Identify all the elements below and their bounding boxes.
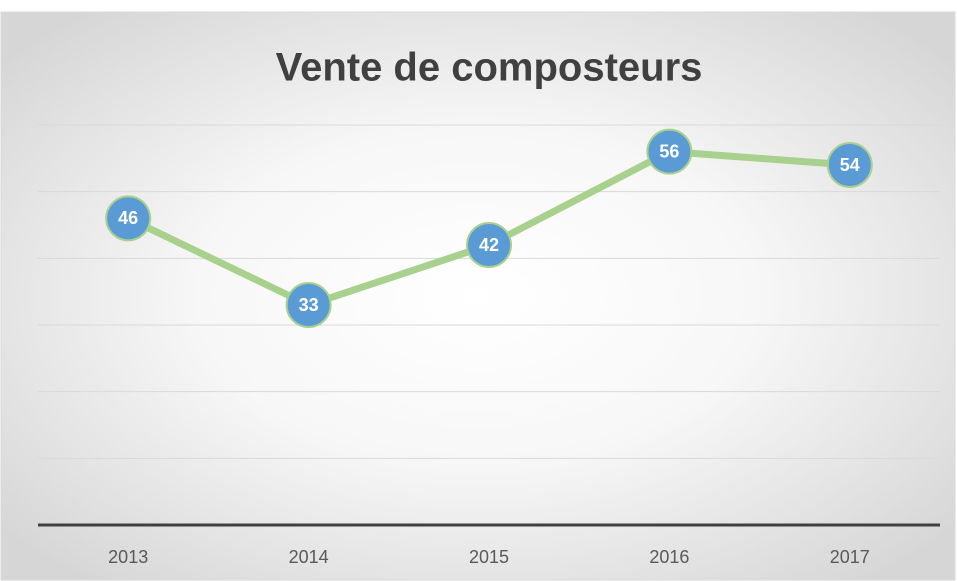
chart-title: Vente de composteurs: [276, 46, 703, 90]
marker: [285, 282, 332, 328]
chart-background: [0, 11, 956, 581]
data-label: 46: [118, 208, 138, 228]
data-label: 42: [479, 235, 499, 255]
x-tick-label: 2016: [649, 547, 689, 567]
data-label: 56: [659, 141, 679, 161]
plot: 46 33 42 56 54: [105, 128, 873, 328]
x-tick-label: 2017: [830, 547, 870, 567]
marker: [466, 222, 512, 268]
data-label: 54: [840, 155, 860, 175]
x-tick-label: 2014: [289, 547, 329, 567]
x-tick-label: 2015: [469, 547, 509, 567]
marker: [105, 195, 152, 242]
marker: [826, 142, 873, 188]
x-tick-label: 2013: [108, 547, 148, 567]
data-label: 33: [299, 295, 319, 315]
marker: [646, 128, 693, 175]
